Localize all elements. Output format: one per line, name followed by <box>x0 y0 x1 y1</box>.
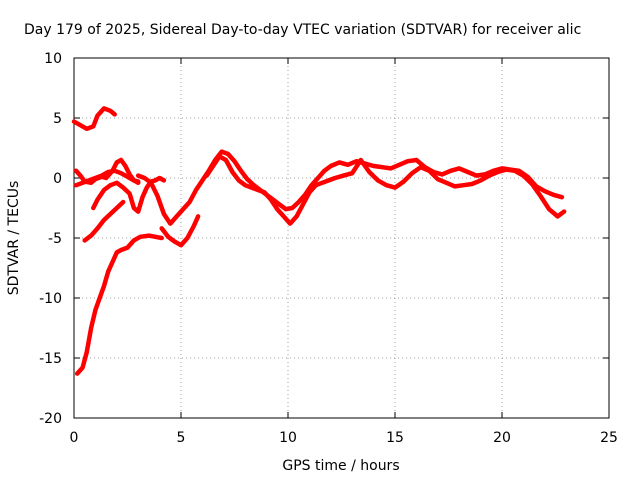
y-tick-label: -10 <box>39 291 62 307</box>
series-layer <box>71 106 567 376</box>
grid-lines <box>74 58 609 418</box>
series-line-trace-d <box>91 175 167 214</box>
x-tick-label: 15 <box>386 430 404 446</box>
series-line-trace-a <box>71 106 117 132</box>
chart-title: Day 179 of 2025, Sidereal Day-to-day VTE… <box>24 22 581 38</box>
x-tick-label: 20 <box>493 430 511 446</box>
series-line-trace-i <box>204 154 567 226</box>
y-tick-label: -20 <box>39 411 62 427</box>
series-line-trace-h <box>159 214 201 248</box>
x-tick-label: 10 <box>279 430 297 446</box>
series-line-trace-e <box>82 199 126 243</box>
y-tick-label: 10 <box>44 51 62 67</box>
x-tick-label: 5 <box>177 430 186 446</box>
series-line-trace-f <box>74 233 164 376</box>
y-tick-label: -5 <box>48 231 62 247</box>
y-tick-label: 5 <box>53 111 62 127</box>
y-tick-label: -15 <box>39 351 62 367</box>
y-axis-label: SDTVAR / TECUs <box>6 181 22 296</box>
x-axis-label: GPS time / hours <box>282 458 399 474</box>
series-line-trace-g <box>135 149 565 226</box>
axis-ticks: 0 5 10 15 20 25 -20 -15 -10 -5 0 5 10 <box>39 51 618 446</box>
series-line-trace-c <box>73 168 141 188</box>
x-tick-label: 0 <box>70 430 79 446</box>
y-tick-label: 0 <box>53 171 62 187</box>
x-tick-label: 25 <box>600 430 618 446</box>
